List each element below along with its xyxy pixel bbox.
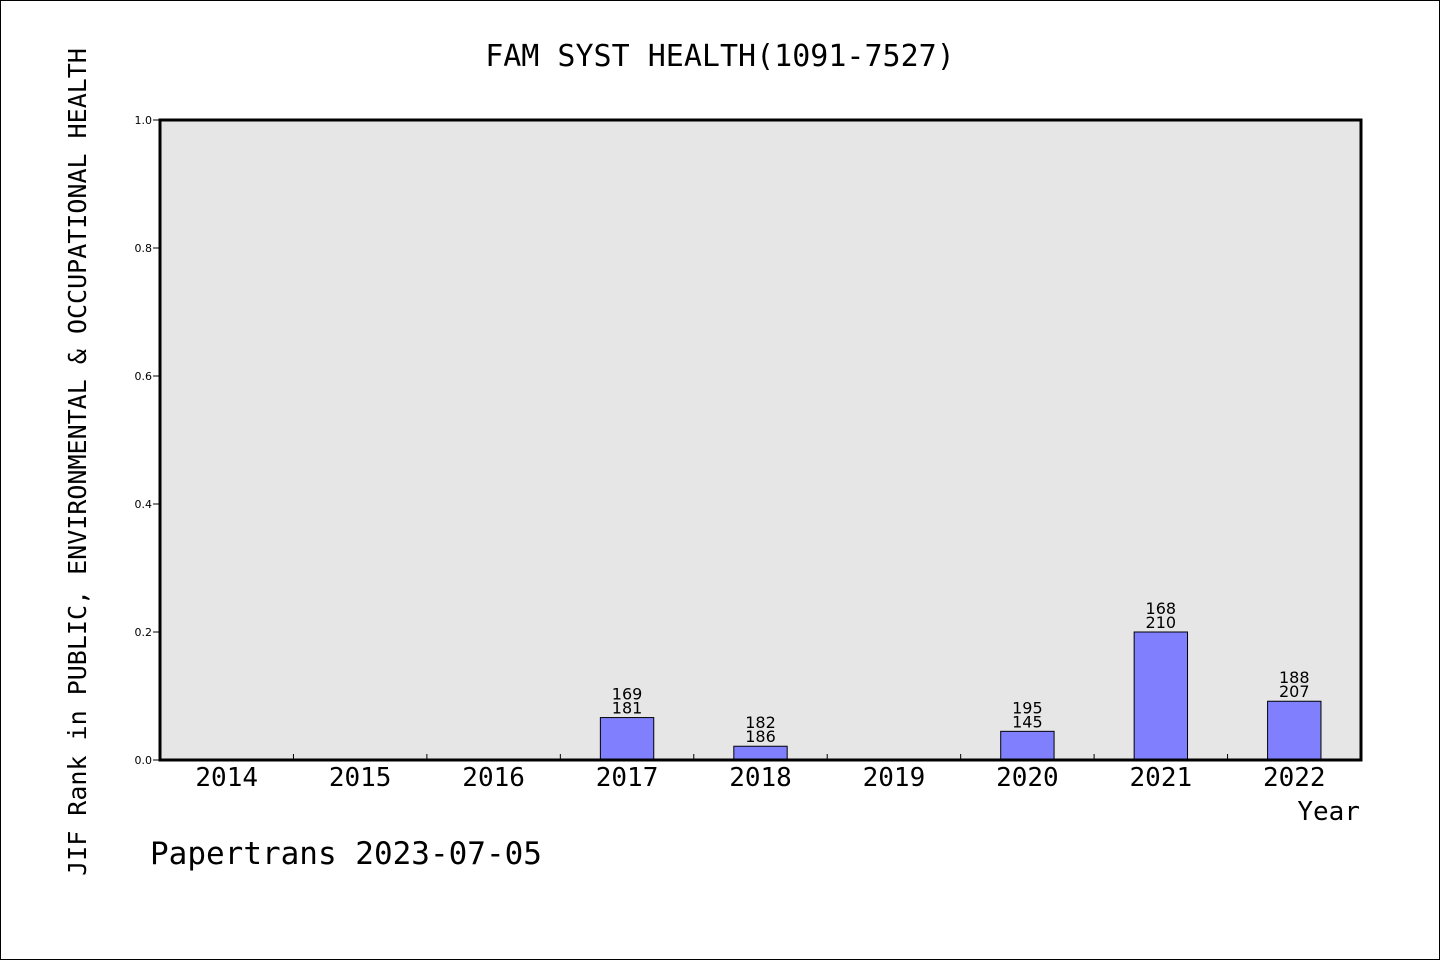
watermark-text: Papertrans 2023-07-05: [150, 836, 542, 872]
x-tick-label: 2016: [462, 763, 525, 793]
bar-data-label: 210: [1146, 613, 1177, 632]
bar-data-label: 207: [1279, 682, 1310, 701]
bar-2018: [733, 745, 788, 761]
bar-data-label: 182: [745, 713, 776, 732]
bar-data-label: 169: [612, 685, 643, 704]
y-tick-label: 1.0: [135, 114, 153, 127]
x-axis-label: Year: [1297, 797, 1360, 827]
bar-data-label: 168: [1146, 599, 1177, 618]
bar-data-label: 186: [745, 727, 776, 746]
bar-2020: [1000, 730, 1055, 761]
bar-2017: [599, 717, 655, 761]
bar-data-label: 188: [1279, 668, 1310, 687]
y-tick-label: 0.4: [135, 498, 153, 511]
x-tick-label: 2018: [729, 763, 792, 793]
x-tick-label: 2021: [1130, 763, 1193, 793]
y-tick-label: 0.2: [135, 626, 153, 639]
y-tick-label: 0.8: [135, 242, 153, 255]
y-tick-label: 0.6: [135, 370, 153, 383]
x-tick-label: 2017: [596, 763, 659, 793]
x-tick-label: 2019: [863, 763, 926, 793]
bar-data-label: 181: [612, 699, 643, 718]
x-tick-label: 2015: [329, 763, 392, 793]
bar-data-label: 145: [1012, 712, 1043, 731]
x-tick-label: 2022: [1263, 763, 1326, 793]
bar-data-label: 195: [1012, 698, 1043, 717]
chart-title: FAM SYST HEALTH(1091-7527): [485, 39, 955, 74]
bar-2021: [1133, 631, 1189, 761]
bar-2022: [1267, 700, 1322, 761]
y-axis-label: JIF Rank in PUBLIC, ENVIRONMENTAL & OCCU…: [63, 48, 92, 876]
x-tick-label: 2014: [195, 763, 258, 793]
x-tick-label: 2020: [996, 763, 1059, 793]
plot-border: [158, 118, 1363, 762]
y-tick-label: 0.0: [135, 754, 153, 767]
